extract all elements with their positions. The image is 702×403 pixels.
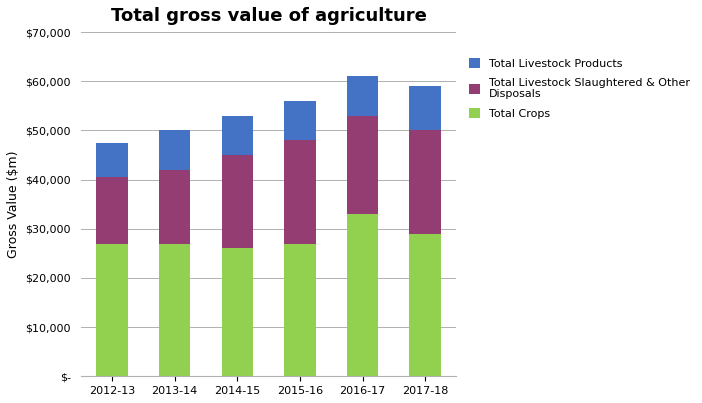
Bar	[347, 76, 378, 116]
Bar	[284, 101, 316, 140]
Bar	[159, 170, 190, 243]
Legend: Total Livestock Products, Total Livestock Slaughtered & Other
Disposals, Total C: Total Livestock Products, Total Livestoc…	[465, 55, 694, 123]
Bar	[96, 143, 128, 177]
Bar	[222, 116, 253, 155]
Bar	[409, 131, 441, 234]
Bar	[284, 140, 316, 243]
Bar	[409, 86, 441, 131]
Bar	[159, 131, 190, 170]
Bar	[347, 214, 378, 376]
Bar	[96, 177, 128, 243]
Bar	[222, 249, 253, 376]
Bar	[222, 155, 253, 249]
Bar	[347, 116, 378, 214]
Y-axis label: Gross Value ($m): Gross Value ($m)	[7, 150, 20, 258]
Bar	[284, 243, 316, 376]
Bar	[159, 243, 190, 376]
Bar	[96, 243, 128, 376]
Bar	[409, 234, 441, 376]
Title: Total gross value of agriculture: Total gross value of agriculture	[111, 7, 427, 25]
